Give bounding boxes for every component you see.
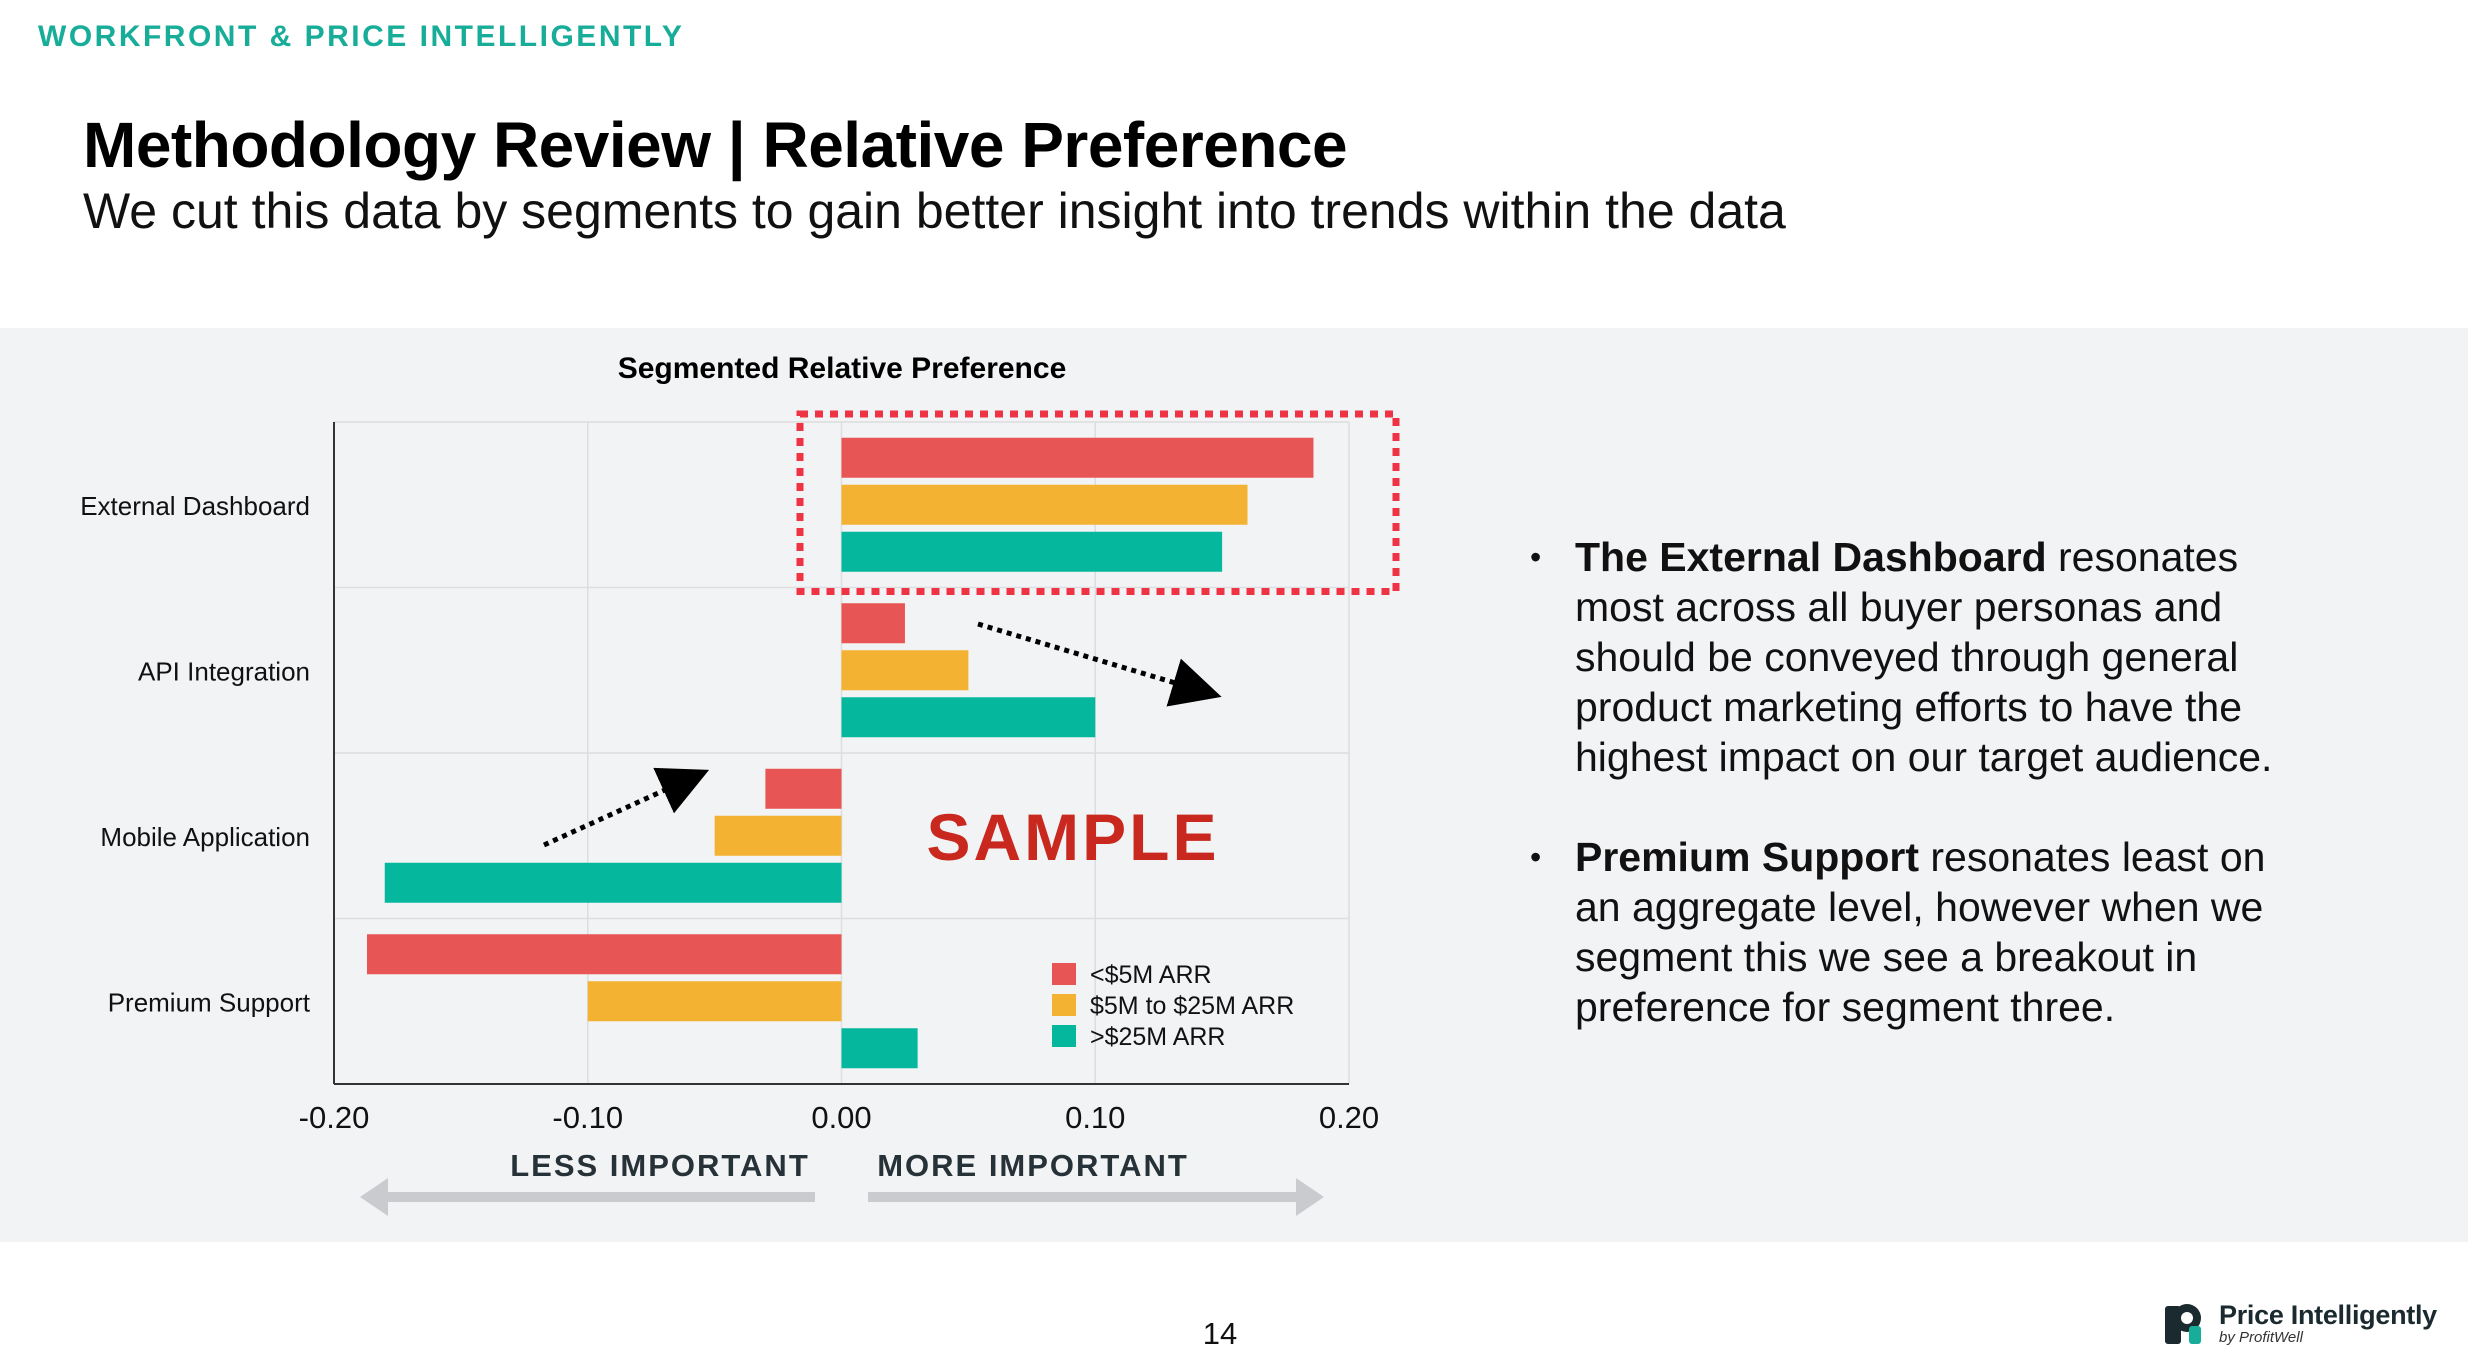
page-subtitle: We cut this data by segments to gain bet… xyxy=(83,183,1786,239)
logo-name: Price Intelligently xyxy=(2219,1300,2437,1330)
x-tick-label: 0.10 xyxy=(1065,1100,1125,1135)
logo-subtitle: by ProfitWell xyxy=(2219,1329,2303,1346)
x-tick-label: 0.20 xyxy=(1319,1100,1379,1135)
bar-0-1 xyxy=(841,484,1248,525)
content-band xyxy=(0,328,2468,1242)
header-kicker: WORKFRONT & PRICE INTELLIGENTLY xyxy=(38,20,685,53)
insight-bullets: • The External Dashboard resonates most … xyxy=(1530,532,2310,1082)
more-important-label: MORE IMPORTANT xyxy=(877,1148,1189,1183)
x-tick-label: 0.00 xyxy=(811,1100,871,1135)
y-category-label: External Dashboard xyxy=(80,491,310,521)
legend-label: >$25M ARR xyxy=(1090,1023,1226,1051)
bullet-premium-support: • Premium Support resonates least on an … xyxy=(1530,832,2310,1032)
bar-0-0 xyxy=(841,437,1314,478)
legend-swatch xyxy=(1052,1025,1076,1047)
bar-1-2 xyxy=(841,697,1096,738)
bullet-bold-text: Premium Support xyxy=(1575,834,1919,880)
x-tick-label: -0.20 xyxy=(299,1100,370,1135)
page-title: Methodology Review | Relative Preference xyxy=(83,109,1348,181)
bullet-text: resonates most across all buyer personas… xyxy=(1575,534,2273,780)
bar-3-1 xyxy=(587,981,842,1022)
less-important-arrow-head xyxy=(360,1178,388,1216)
sample-watermark: SAMPLE xyxy=(926,800,1219,874)
legend-swatch xyxy=(1052,994,1076,1016)
more-important-arrow-shaft xyxy=(868,1192,1300,1202)
bullet-bold-text: The External Dashboard xyxy=(1575,534,2047,580)
trend-arrow-left xyxy=(542,767,710,848)
y-category-label: API Integration xyxy=(138,656,310,686)
page-number: 14 xyxy=(1202,1316,1238,1351)
x-tick-label: -0.10 xyxy=(552,1100,623,1135)
bullet-dot: • xyxy=(1530,839,1542,875)
legend-label: $5M to $25M ARR xyxy=(1090,992,1294,1020)
bar-3-2 xyxy=(841,1028,918,1069)
legend-swatch xyxy=(1052,963,1076,985)
less-important-arrow-shaft xyxy=(385,1192,815,1202)
y-category-label: Premium Support xyxy=(108,987,311,1017)
price-intelligently-logo-icon xyxy=(2165,1304,2201,1344)
legend-label: <$5M ARR xyxy=(1090,961,1212,989)
bar-2-1 xyxy=(714,815,842,856)
company-logo: Price Intelligently by ProfitWell xyxy=(2163,1300,2437,1346)
more-important-arrow-head xyxy=(1296,1178,1324,1216)
bar-3-0 xyxy=(366,934,842,975)
less-important-label: LESS IMPORTANT xyxy=(510,1148,810,1183)
bullet-dot: • xyxy=(1530,539,1542,575)
bar-1-0 xyxy=(841,603,905,644)
y-category-label: Mobile Application xyxy=(100,822,310,852)
trend-arrow-right xyxy=(977,621,1222,707)
bar-2-0 xyxy=(765,768,842,809)
bar-1-1 xyxy=(841,650,969,691)
bar-2-2 xyxy=(384,862,842,903)
bar-0-2 xyxy=(841,531,1223,572)
bullet-text: resonates least on an aggregate level, h… xyxy=(1575,834,2266,1030)
segmented-preference-chart: Segmented Relative Preference -0.20 -0.10 0… xyxy=(80,352,1400,1216)
chart-title: Segmented Relative Preference xyxy=(618,352,1067,385)
highlight-box xyxy=(796,410,1400,595)
bullet-external-dashboard: • The External Dashboard resonates most … xyxy=(1530,532,2310,782)
